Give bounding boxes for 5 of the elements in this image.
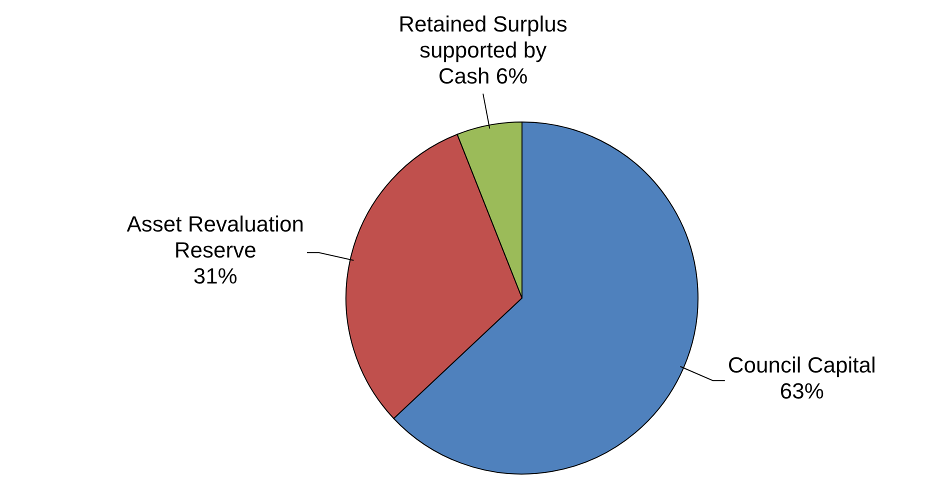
slice-label: Asset Revaluation Reserve [126,212,304,263]
data-label: 31% [193,264,238,289]
data-label: 63% [780,378,824,404]
slice-label: Retained Surplus supported by Cash 6% [398,12,568,89]
slice-label: Council Capital [728,352,876,378]
